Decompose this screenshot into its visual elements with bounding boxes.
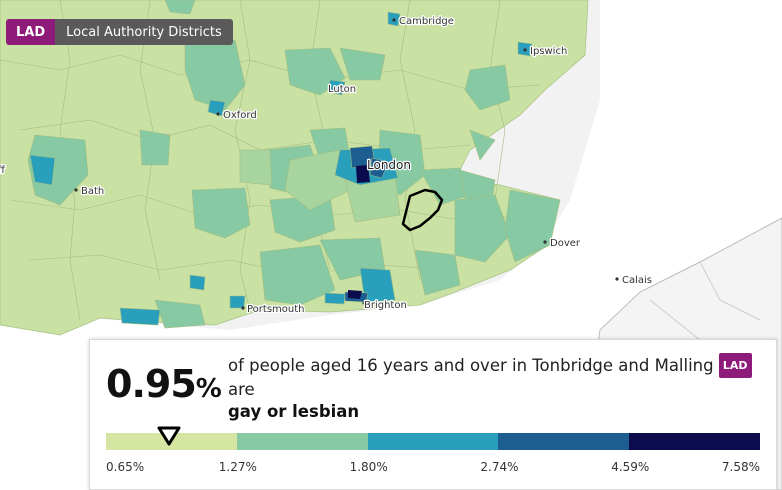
legend-tick-5: 4.59% [611, 460, 650, 474]
geography-selector[interactable]: LAD Local Authority Districts [6, 19, 233, 45]
place-label-bristol-partial: ff [0, 165, 6, 176]
place-label-brighton: Brighton [364, 300, 407, 311]
place-label-dover: Dover [550, 238, 581, 249]
place-label-calais: Calais [622, 275, 652, 286]
place-label-portsmouth: Portsmouth [247, 304, 305, 315]
place-label-ipswich: Ipswich [530, 46, 567, 57]
place-label-bath: Bath [81, 186, 104, 197]
value-unit: % [195, 374, 222, 404]
description-line1: of people aged 16 years and over in Tonb… [228, 356, 714, 375]
legend-tick-6: 7.58% [721, 460, 760, 474]
value-number: 0.95 [106, 362, 197, 406]
place-label-london: London [367, 158, 411, 172]
description-line2: are [228, 380, 255, 399]
legend-segment-2 [236, 433, 368, 450]
legend-tick-3: 1.80% [349, 460, 388, 474]
selected-district-outline[interactable] [401, 188, 444, 232]
geography-badge: LAD [6, 19, 56, 45]
legend-bar [106, 433, 760, 450]
districts-light [239, 149, 401, 223]
districts-highest [348, 165, 370, 299]
legend-tick-2: 1.27% [218, 460, 257, 474]
big-value: 0.95% [106, 362, 222, 406]
info-panel: 0.95% of people aged 16 years and over i… [89, 339, 777, 490]
description: of people aged 16 years and over in Tonb… [228, 353, 768, 401]
place-dots [74, 18, 619, 310]
legend-segment-4 [498, 433, 630, 450]
legend-segment-3 [367, 433, 499, 450]
legend-ticks: 0.65% 1.27% 1.80% 2.74% 4.59% 7.58% [106, 460, 766, 476]
legend-segment-5 [629, 433, 760, 450]
place-label-cambridge: Cambridge [399, 16, 454, 27]
place-label-oxford: Oxford [223, 110, 257, 121]
value-marker-icon [157, 426, 181, 446]
category-label: gay or lesbian [228, 402, 360, 421]
place-label-luton: Luton [328, 84, 356, 95]
geography-label: Local Authority Districts [55, 19, 233, 45]
districts-high [29, 11, 533, 326]
legend-tick-1: 0.65% [106, 460, 145, 474]
legend-tick-4: 2.74% [480, 460, 519, 474]
lad-badge: LAD [718, 353, 752, 378]
